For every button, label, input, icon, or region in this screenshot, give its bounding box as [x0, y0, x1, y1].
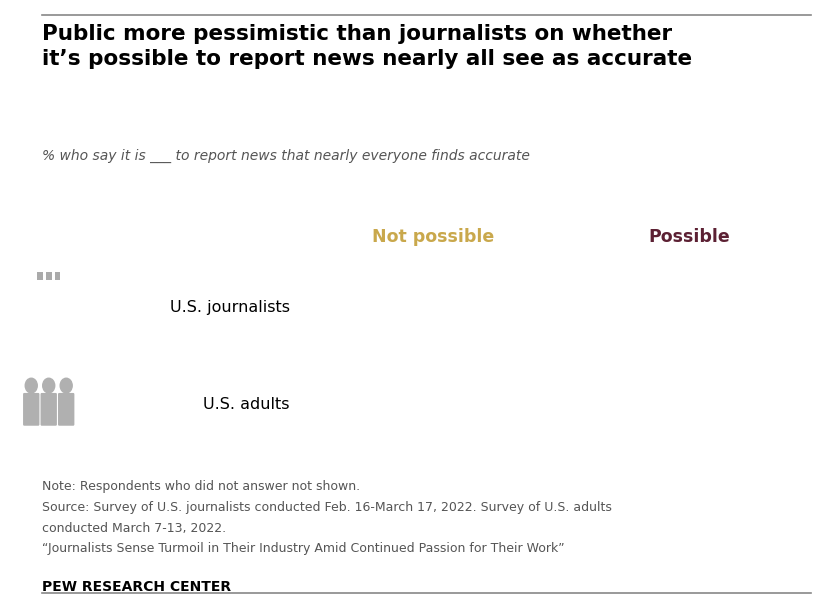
Text: Note: Respondents who did not answer not shown.: Note: Respondents who did not answer not…	[42, 480, 360, 493]
Text: PEW RESEARCH CENTER: PEW RESEARCH CENTER	[42, 579, 231, 593]
Text: “Journalists Sense Turmoil in Their Industry Amid Continued Passion for Their Wo: “Journalists Sense Turmoil in Their Indu…	[42, 542, 564, 555]
Text: Source: Survey of U.S. journalists conducted Feb. 16-March 17, 2022. Survey of U: Source: Survey of U.S. journalists condu…	[42, 501, 612, 514]
Text: conducted March 7-13, 2022.: conducted March 7-13, 2022.	[42, 522, 226, 534]
Bar	[46, 271, 51, 280]
Text: Possible: Possible	[648, 228, 730, 246]
FancyBboxPatch shape	[58, 393, 75, 426]
FancyBboxPatch shape	[40, 393, 57, 426]
Text: Not possible: Not possible	[371, 228, 494, 246]
Text: % who say it is ___ to report news that nearly everyone finds accurate: % who say it is ___ to report news that …	[42, 149, 530, 163]
Bar	[37, 271, 43, 280]
Text: 37: 37	[701, 395, 728, 414]
Text: 52%: 52%	[409, 297, 456, 317]
FancyBboxPatch shape	[23, 393, 39, 426]
Text: Public more pessimistic than journalists on whether
it’s possible to report news: Public more pessimistic than journalists…	[42, 24, 692, 69]
Bar	[55, 271, 60, 280]
Text: U.S. adults: U.S. adults	[203, 397, 290, 412]
Text: U.S. journalists: U.S. journalists	[170, 300, 290, 314]
Circle shape	[43, 378, 55, 393]
Text: 62: 62	[445, 395, 472, 414]
Text: 47%: 47%	[665, 297, 712, 317]
Circle shape	[60, 378, 72, 393]
Circle shape	[25, 378, 37, 393]
